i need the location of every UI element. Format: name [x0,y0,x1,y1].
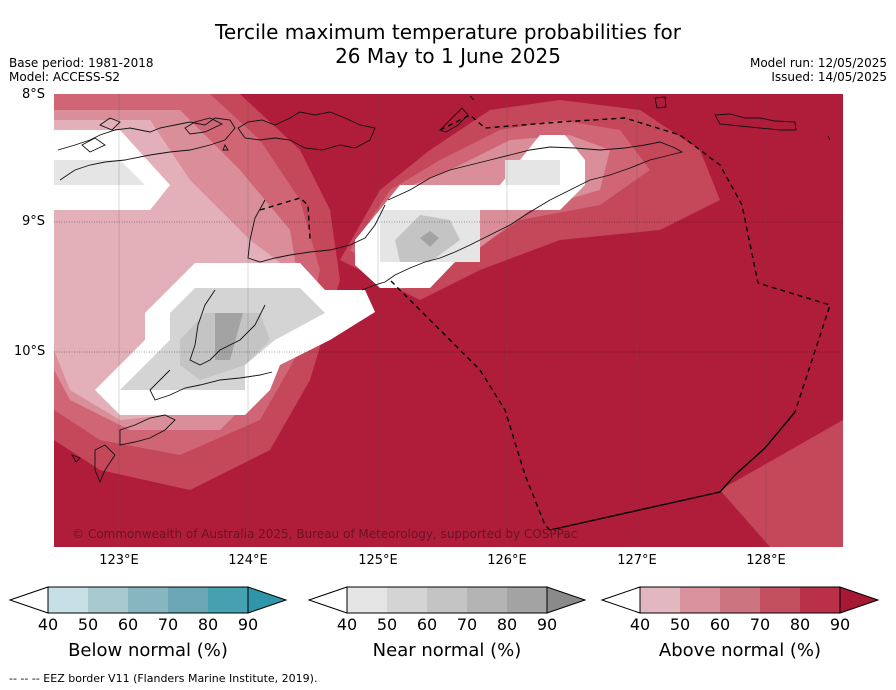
lat-label-8s: 8°S [22,87,46,102]
issued-date: Issued: 14/05/2025 [771,70,887,84]
tick: 80 [496,615,518,634]
model-name: Model: ACCESS-S2 [9,70,121,84]
colorbar-near-title: Near normal (%) [372,640,522,661]
lat-label-9s: 9°S [22,214,46,229]
tick: 60 [709,615,731,634]
probability-field [54,94,843,547]
meta-left: Base period: 1981-2018 Model: ACCESS-S2 [9,56,154,84]
graticule [54,221,843,353]
tick: 60 [416,615,438,634]
title-line-1: Tercile maximum temperature probabilitie… [215,20,681,44]
tick: 70 [456,615,478,634]
base-period: Base period: 1981-2018 [9,56,154,70]
tick: 80 [197,615,219,634]
lon-label-124e: 124°E [228,553,268,568]
title-line-2: 26 May to 1 June 2025 [335,44,561,68]
lon-label-123e: 123°E [99,553,139,568]
colorbar-near-normal [307,586,587,614]
tick: 50 [77,615,99,634]
tick: 50 [669,615,691,634]
tick: 40 [37,615,59,634]
lon-label-127e: 127°E [617,553,657,568]
colorbar-above-title: Above normal (%) [658,640,822,661]
colorbar-below-title: Below normal (%) [68,640,228,661]
colorbar-above-normal [600,586,880,614]
tick: 40 [336,615,358,634]
tick: 60 [117,615,139,634]
colorbar-below-normal [8,586,288,614]
tick: 70 [157,615,179,634]
tick: 40 [629,615,651,634]
tick: 50 [376,615,398,634]
copyright-text: © Commonwealth of Australia 2025, Bureau… [72,527,578,541]
lat-label-10s: 10°S [14,344,46,359]
lon-label-125e: 125°E [358,553,398,568]
lon-label-126e: 126°E [487,553,527,568]
lon-label-128e: 128°E [746,553,786,568]
tick: 90 [829,615,851,634]
tick: 90 [237,615,259,634]
map-title: Tercile maximum temperature probabilitie… [0,20,896,68]
eez-footer-note: -- -- -- EEZ border V11 (Flanders Marine… [9,672,318,685]
meta-right: Model run: 12/05/2025 Issued: 14/05/2025 [750,56,887,84]
tick: 70 [749,615,771,634]
tick: 90 [536,615,558,634]
coastlines [57,95,831,484]
model-run: Model run: 12/05/2025 [749,56,887,70]
tick: 80 [789,615,811,634]
eez-border [259,114,831,531]
